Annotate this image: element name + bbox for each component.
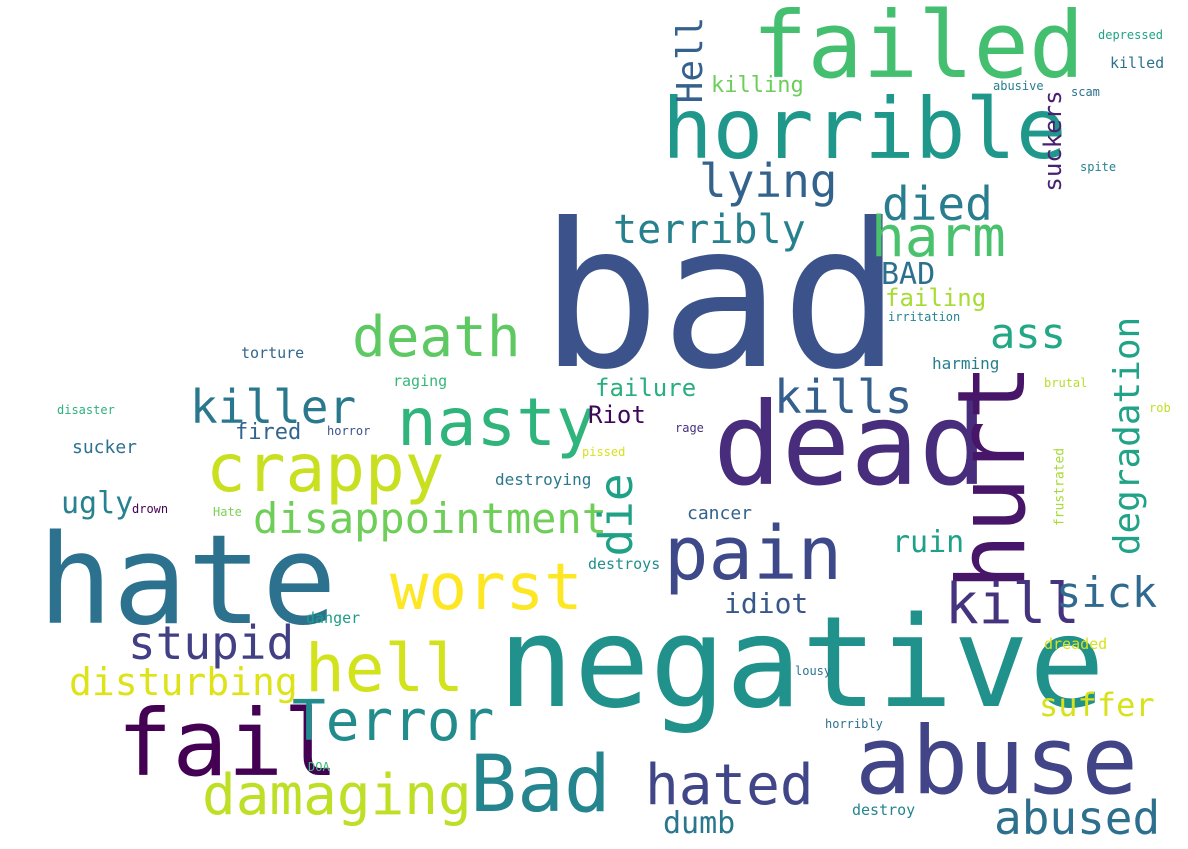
- word-hell: hell: [305, 630, 464, 707]
- word-disturbing: disturbing: [69, 660, 298, 704]
- word-ugly: ugly: [61, 486, 134, 521]
- word-disappointment: disappointment: [253, 494, 608, 543]
- word-rage: rage: [675, 421, 704, 435]
- word-horror: horror: [327, 424, 371, 438]
- word-irritation: irritation: [888, 310, 961, 324]
- word-depressed: depressed: [1098, 28, 1164, 42]
- word-die: die: [589, 473, 643, 557]
- word-drown: drown: [132, 502, 169, 516]
- word-stupid: stupid: [128, 616, 295, 670]
- word-death: death: [352, 305, 521, 370]
- word-nasty: nasty: [397, 384, 596, 461]
- word-Hate: Hate: [213, 505, 242, 519]
- word-degradation: degradation: [1107, 316, 1148, 556]
- word-dead: dead: [713, 378, 988, 511]
- word-suckers: suckers: [1039, 90, 1067, 192]
- word-pissed: pissed: [582, 445, 626, 459]
- word-danger: danger: [306, 609, 361, 627]
- word-dumb: dumb: [663, 806, 736, 841]
- word-Riot: Riot: [588, 401, 646, 429]
- word-rob: rob: [1149, 401, 1171, 415]
- word-died: died: [882, 177, 993, 231]
- word-destroys: destroys: [588, 555, 661, 573]
- word-fail: fail: [117, 690, 339, 797]
- word-lying: lying: [699, 154, 838, 208]
- word-sick: sick: [1056, 568, 1158, 617]
- word-suffer: suffer: [1039, 686, 1155, 724]
- word-horribly: horribly: [825, 717, 883, 731]
- word-scam: scam: [1071, 85, 1100, 99]
- word-torture: torture: [241, 344, 305, 362]
- word-destroy: destroy: [852, 801, 916, 819]
- word-frustrated: frustrated: [1052, 447, 1068, 527]
- word-DOA: DOA: [308, 760, 330, 774]
- word-cancer: cancer: [687, 503, 753, 524]
- word-hated: hated: [645, 753, 814, 818]
- word-terribly: terribly: [613, 207, 806, 253]
- word-ass: ass: [990, 309, 1066, 358]
- word-brutal: brutal: [1044, 376, 1088, 390]
- word-Bad: Bad: [470, 740, 611, 830]
- word-BAD: BAD: [881, 257, 936, 292]
- word-negative: negative: [498, 589, 1105, 736]
- word-crappy: crappy: [206, 430, 445, 507]
- word-pain: pain: [664, 511, 843, 597]
- word-harm: harm: [871, 205, 1006, 270]
- word-abused: abused: [994, 791, 1161, 845]
- word-abuse: abuse: [855, 707, 1138, 816]
- word-spite: spite: [1080, 160, 1117, 174]
- word-worst: worst: [390, 551, 583, 625]
- word-ruin: ruin: [892, 525, 965, 560]
- word-killed: killed: [1110, 54, 1165, 72]
- word-raging: raging: [393, 372, 448, 390]
- word-sucker: sucker: [72, 437, 138, 458]
- word-horrible: horrible: [662, 80, 1067, 178]
- word-hate: hate: [38, 509, 337, 653]
- word-damaging: damaging: [202, 763, 472, 828]
- word-harming: harming: [932, 354, 1000, 373]
- word-Terror: Terror: [292, 689, 495, 754]
- word-dreaded: dreaded: [1044, 635, 1108, 653]
- word-Hell: Hell: [670, 16, 711, 104]
- word-destroying: destroying: [495, 470, 592, 489]
- word-bad: bad: [540, 181, 902, 414]
- word-failed: failed: [752, 0, 1085, 99]
- word-lousy: lousy: [795, 664, 832, 678]
- word-kills: kills: [774, 370, 913, 424]
- word-idiot: idiot: [724, 587, 809, 620]
- word-failing: failing: [885, 284, 987, 312]
- word-failure: failure: [595, 374, 697, 402]
- word-killer: killer: [190, 380, 357, 434]
- word-fired: fired: [235, 420, 302, 445]
- word-killing: killing: [711, 73, 804, 98]
- word-disaster: disaster: [57, 403, 115, 417]
- word-abusive: abusive: [993, 79, 1044, 93]
- word-kill: kill: [945, 572, 1080, 637]
